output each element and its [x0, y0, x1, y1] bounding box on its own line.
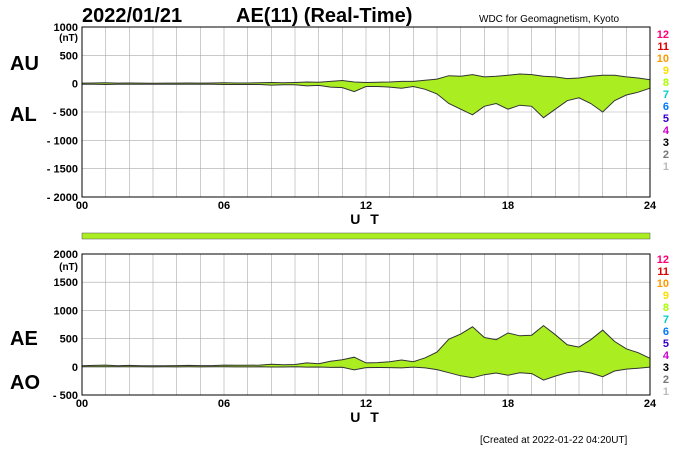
y-tick-label: - 500 [53, 107, 78, 119]
level-scale-label: 3 [663, 362, 669, 374]
series-line-al [81, 83, 651, 119]
level-scale-label: 5 [663, 338, 669, 350]
x-tick-label: 18 [502, 200, 514, 212]
level-scale-label: 7 [663, 89, 669, 101]
level-scale-label: 12 [657, 254, 669, 266]
y-tick-label: 0 [72, 362, 78, 374]
chart-date: 2022/01/21 [82, 5, 182, 27]
level-scale-label: 9 [663, 290, 669, 302]
x-tick-label: 24 [644, 398, 657, 410]
level-scale-label: 1 [663, 161, 669, 173]
level-scale-label: 8 [663, 77, 669, 89]
level-scale-label: 11 [657, 41, 669, 53]
chart-title: AE(11) (Real-Time) [236, 5, 412, 27]
x-tick-label: 06 [218, 200, 230, 212]
plot-frame [81, 26, 651, 198]
x-tick-label: 12 [360, 200, 372, 212]
x-tick-label: 24 [644, 200, 657, 212]
x-tick-label: 00 [76, 398, 88, 410]
level-scale-label: 2 [663, 374, 669, 386]
level-scale-label: 2 [663, 149, 669, 161]
level-scale-label: 5 [663, 113, 669, 125]
level-scale-label: 6 [663, 326, 669, 338]
y-tick-label: 1000 [54, 305, 78, 317]
series-line-ao [82, 366, 651, 381]
level-scale-label: 6 [663, 101, 669, 113]
side-label-al: AL [10, 104, 37, 126]
level-scale-label: 4 [663, 125, 670, 137]
side-label-au: AU [10, 53, 39, 75]
series-line-au [81, 73, 651, 84]
y-tick-label: 1500 [54, 277, 78, 289]
level-scale-label: 10 [657, 53, 669, 65]
panel-au-al: 1000 500 0 - 500 - 1000 - 1500 - 2000 (nT) 00 06 1… [10, 22, 670, 227]
level-scale-label: 1 [663, 386, 669, 398]
series-line-ae [81, 324, 651, 367]
level-scale-label: 4 [663, 350, 670, 362]
level-scale-label: 8 [663, 302, 669, 314]
level-scale-label: 3 [663, 137, 669, 149]
x-axis-label: U T [350, 211, 382, 227]
x-tick-label: 06 [218, 398, 230, 410]
y-tick-label: - 1500 [47, 164, 78, 176]
side-label-ao: AO [10, 372, 40, 394]
level-scale-label: 7 [663, 314, 669, 326]
y-tick-label: 500 [60, 334, 78, 346]
y-tick-label: 2000 [54, 249, 78, 261]
y-tick-label: 500 [60, 50, 78, 62]
level-scale-label: 10 [657, 278, 669, 290]
y-tick-label: 0 [72, 79, 78, 91]
level-scale-label: 11 [657, 266, 669, 278]
x-tick-label: 00 [76, 200, 88, 212]
level-scale-label: 9 [663, 65, 669, 77]
created-timestamp: [Created at 2022-01-22 04:20UT] [480, 435, 628, 446]
source-label: WDC for Geomagnetism, Kyoto [479, 14, 619, 25]
plot-frame [81, 253, 651, 396]
x-tick-label: 12 [360, 398, 372, 410]
y-tick-label: 1000 [54, 22, 78, 34]
level-scale-label: 12 [657, 29, 669, 41]
y-tick-label: - 500 [53, 390, 78, 402]
x-axis-label: U T [350, 409, 382, 425]
y-unit-label: (nT) [59, 262, 78, 273]
y-tick-label: - 2000 [47, 192, 78, 204]
activity-bar [81, 232, 651, 240]
side-label-ae: AE [10, 328, 38, 350]
y-unit-label: (nT) [59, 33, 78, 44]
y-tick-label: - 1000 [47, 135, 78, 147]
series-band-fill [82, 74, 650, 118]
x-tick-label: 18 [502, 398, 514, 410]
